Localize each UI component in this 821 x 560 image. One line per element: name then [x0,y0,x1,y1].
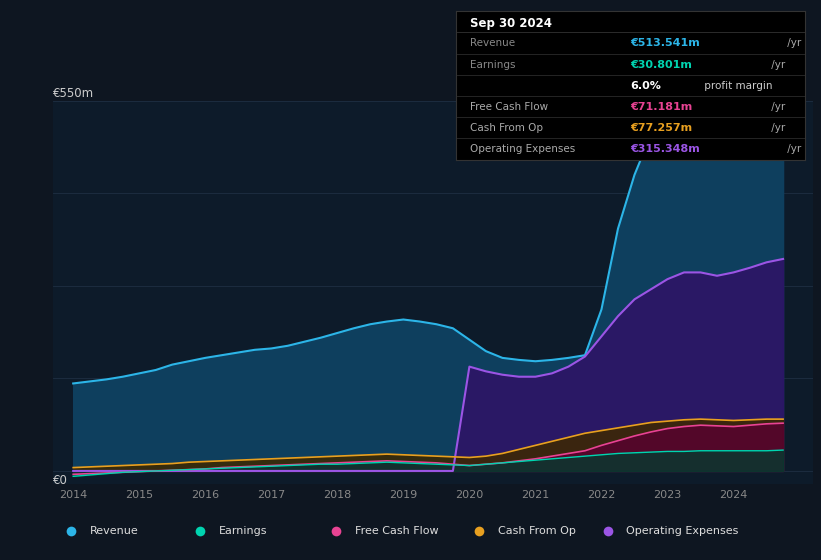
Text: Cash From Op: Cash From Op [470,123,543,133]
Text: €0: €0 [53,474,68,487]
Text: €513.541m: €513.541m [631,38,699,48]
Text: Earnings: Earnings [470,59,515,69]
Text: /yr: /yr [768,59,785,69]
Text: €315.348m: €315.348m [631,144,699,155]
Text: Free Cash Flow: Free Cash Flow [470,102,548,112]
Text: €550m: €550m [53,87,94,100]
Text: /yr: /yr [768,102,785,112]
Text: €77.257m: €77.257m [631,123,692,133]
Text: Revenue: Revenue [470,38,515,48]
Text: Earnings: Earnings [218,526,267,536]
Text: Sep 30 2024: Sep 30 2024 [470,17,552,30]
Text: 6.0%: 6.0% [631,81,661,91]
Text: /yr: /yr [768,123,785,133]
Text: /yr: /yr [784,38,801,48]
Text: Cash From Op: Cash From Op [498,526,576,536]
Text: Operating Expenses: Operating Expenses [626,526,739,536]
Text: Revenue: Revenue [90,526,139,536]
Text: profit margin: profit margin [700,81,772,91]
Text: Operating Expenses: Operating Expenses [470,144,575,155]
Text: €30.801m: €30.801m [631,59,692,69]
Text: /yr: /yr [784,144,801,155]
Text: Free Cash Flow: Free Cash Flow [355,526,438,536]
Text: €71.181m: €71.181m [631,102,692,112]
